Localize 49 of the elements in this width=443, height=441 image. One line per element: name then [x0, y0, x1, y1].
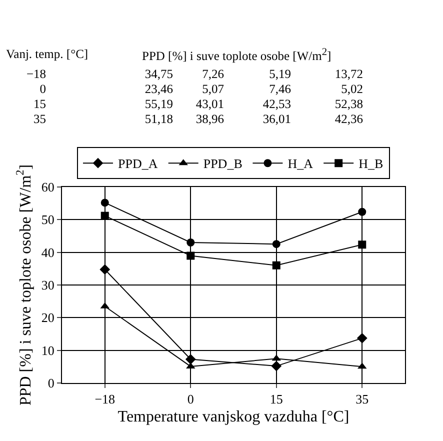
text: 13,72 [334, 67, 363, 82]
point [358, 208, 366, 216]
text: 38,96 [196, 112, 224, 127]
x-tick-label: 15 [270, 392, 283, 407]
point [100, 198, 109, 207]
point [186, 252, 195, 260]
text: 35 [34, 112, 46, 127]
text: 15 [34, 97, 46, 112]
x-tick-label: 0 [187, 392, 194, 407]
text: 43,01 [196, 97, 224, 112]
point [100, 264, 110, 275]
text: PPD [%] i suve toplote osobe [W/m$^{2}$] [142, 47, 332, 64]
point [272, 261, 280, 270]
point [185, 354, 196, 364]
text: 5,07 [202, 82, 224, 97]
text: 42,53 [262, 97, 291, 112]
point [271, 360, 282, 372]
x-axis-title: Temperature vanjskog vazduha [°C] [118, 408, 350, 426]
text: 36,01 [262, 112, 291, 127]
y-tick-label: 40 [41, 244, 54, 260]
text: 23,46 [144, 82, 173, 97]
point [100, 212, 109, 220]
y-tick-label: 30 [41, 278, 54, 293]
text: 7,26 [202, 67, 224, 82]
point [358, 240, 366, 249]
text: 5,02 [341, 82, 363, 97]
text: −18 [26, 67, 46, 82]
text: Vanj. temp. [°C] [6, 47, 88, 62]
text: 55,19 [144, 97, 173, 112]
x-tick-label: 35 [356, 392, 369, 407]
text: 7,46 [269, 82, 291, 97]
y-tick-label: 10 [41, 342, 54, 358]
text: 34,75 [144, 67, 173, 82]
text: 51,18 [144, 112, 173, 127]
point [272, 240, 280, 248]
text: 52,38 [334, 97, 363, 112]
y-tick-label: 50 [41, 212, 54, 228]
x-tick-label: −18 [94, 392, 116, 407]
y-tick-label: 60 [41, 180, 54, 195]
y-tick-label: 0 [48, 376, 54, 391]
point [356, 332, 368, 344]
text: 42,36 [334, 112, 363, 127]
legend-label: PPD_B [203, 156, 243, 172]
y-tick-label: 20 [41, 310, 54, 326]
text: 5,19 [269, 67, 291, 82]
legend-label: PPD_A [118, 156, 158, 172]
point [186, 238, 195, 246]
legend-label: H_A [288, 156, 314, 172]
legend-label: H_B [358, 156, 384, 172]
